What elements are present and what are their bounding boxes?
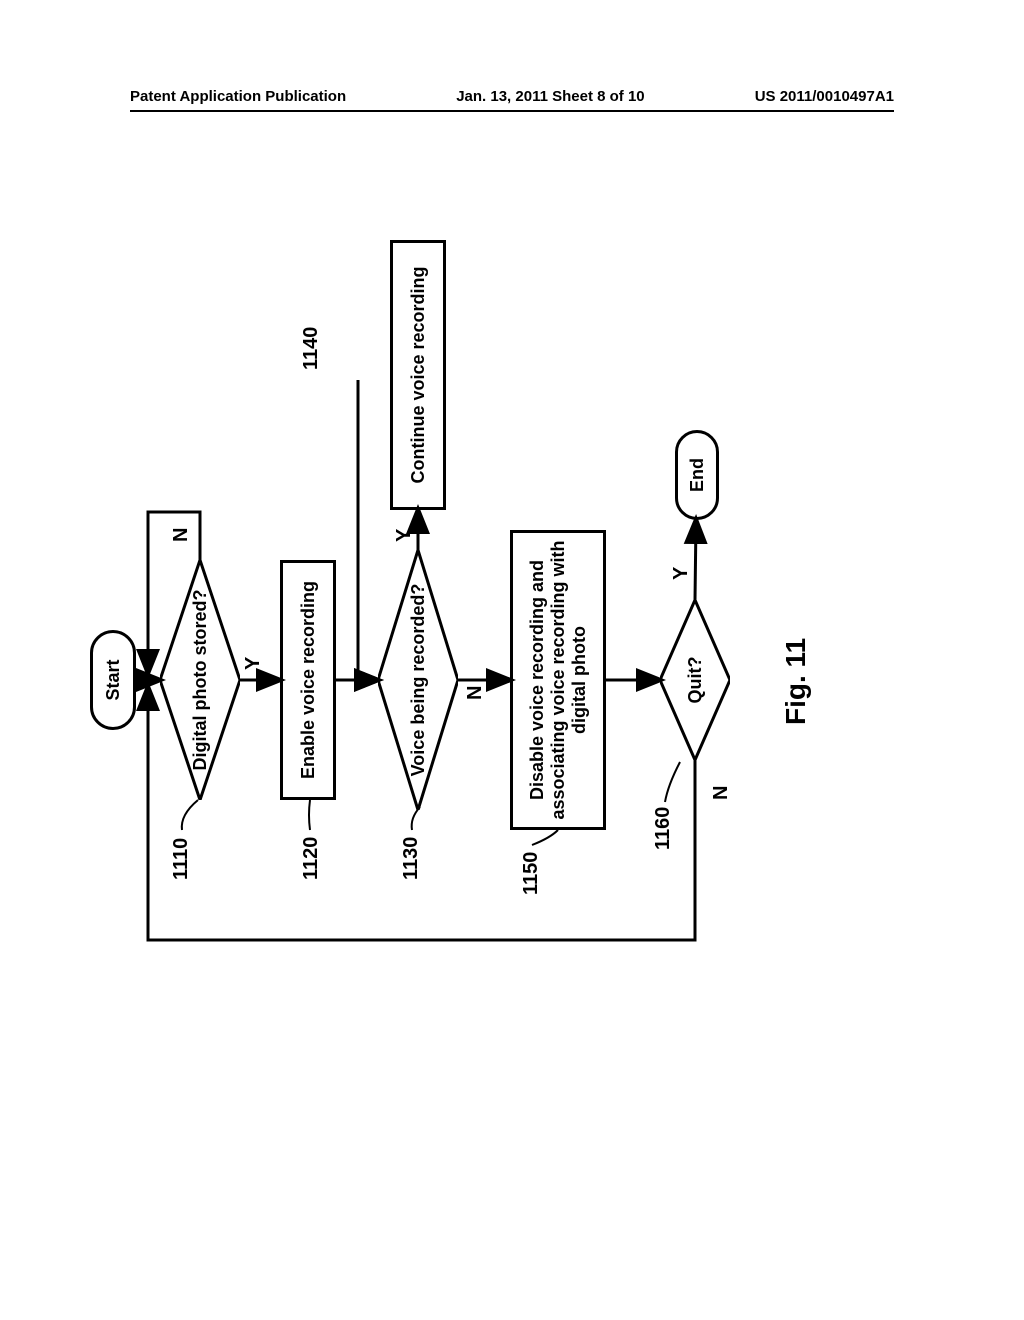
ref-1130: 1130 (400, 837, 423, 880)
start-label: Start (103, 660, 124, 701)
decision-1130-text: Voice being recorded? (378, 550, 458, 810)
decision-1160: Quit? (660, 600, 730, 760)
header-left: Patent Application Publication (130, 88, 346, 105)
d1160-n: N (710, 786, 733, 800)
d1130-n: N (464, 686, 487, 700)
process-1120-label: Enable voice recording (298, 581, 319, 779)
end-label: End (687, 458, 708, 492)
d1160-y: Y (670, 567, 693, 580)
d1110-y: Y (242, 657, 265, 670)
ref-1160: 1160 (652, 807, 675, 850)
start-node: Start (90, 630, 136, 730)
process-1120: Enable voice recording (280, 560, 336, 800)
flowchart-diagram: Start Digital photo stored? 1110 Y N Ena… (120, 380, 920, 980)
ref-1140: 1140 (300, 327, 323, 370)
ref-1150: 1150 (520, 852, 543, 895)
header-rule (130, 110, 894, 112)
process-1150: Disable voice recording and associating … (510, 530, 606, 830)
process-1140-label: Continue voice recording (408, 266, 429, 483)
decision-1130: Voice being recorded? (378, 550, 458, 810)
decision-1110: Digital photo stored? (160, 560, 240, 800)
ref-1120: 1120 (300, 837, 323, 880)
process-1140: Continue voice recording (390, 240, 446, 510)
decision-1160-text: Quit? (660, 600, 730, 760)
figure-label: Fig. 11 (780, 638, 812, 725)
end-node: End (675, 430, 719, 520)
ref-1110: 1110 (170, 838, 193, 880)
d1110-n: N (170, 528, 193, 542)
header-right: US 2011/0010497A1 (755, 88, 894, 105)
process-1150-label: Disable voice recording and associating … (527, 539, 590, 821)
decision-1110-text: Digital photo stored? (160, 560, 240, 800)
page-header: Patent Application Publication Jan. 13, … (130, 88, 894, 105)
header-center: Jan. 13, 2011 Sheet 8 of 10 (456, 88, 644, 105)
d1130-y: Y (393, 529, 416, 542)
